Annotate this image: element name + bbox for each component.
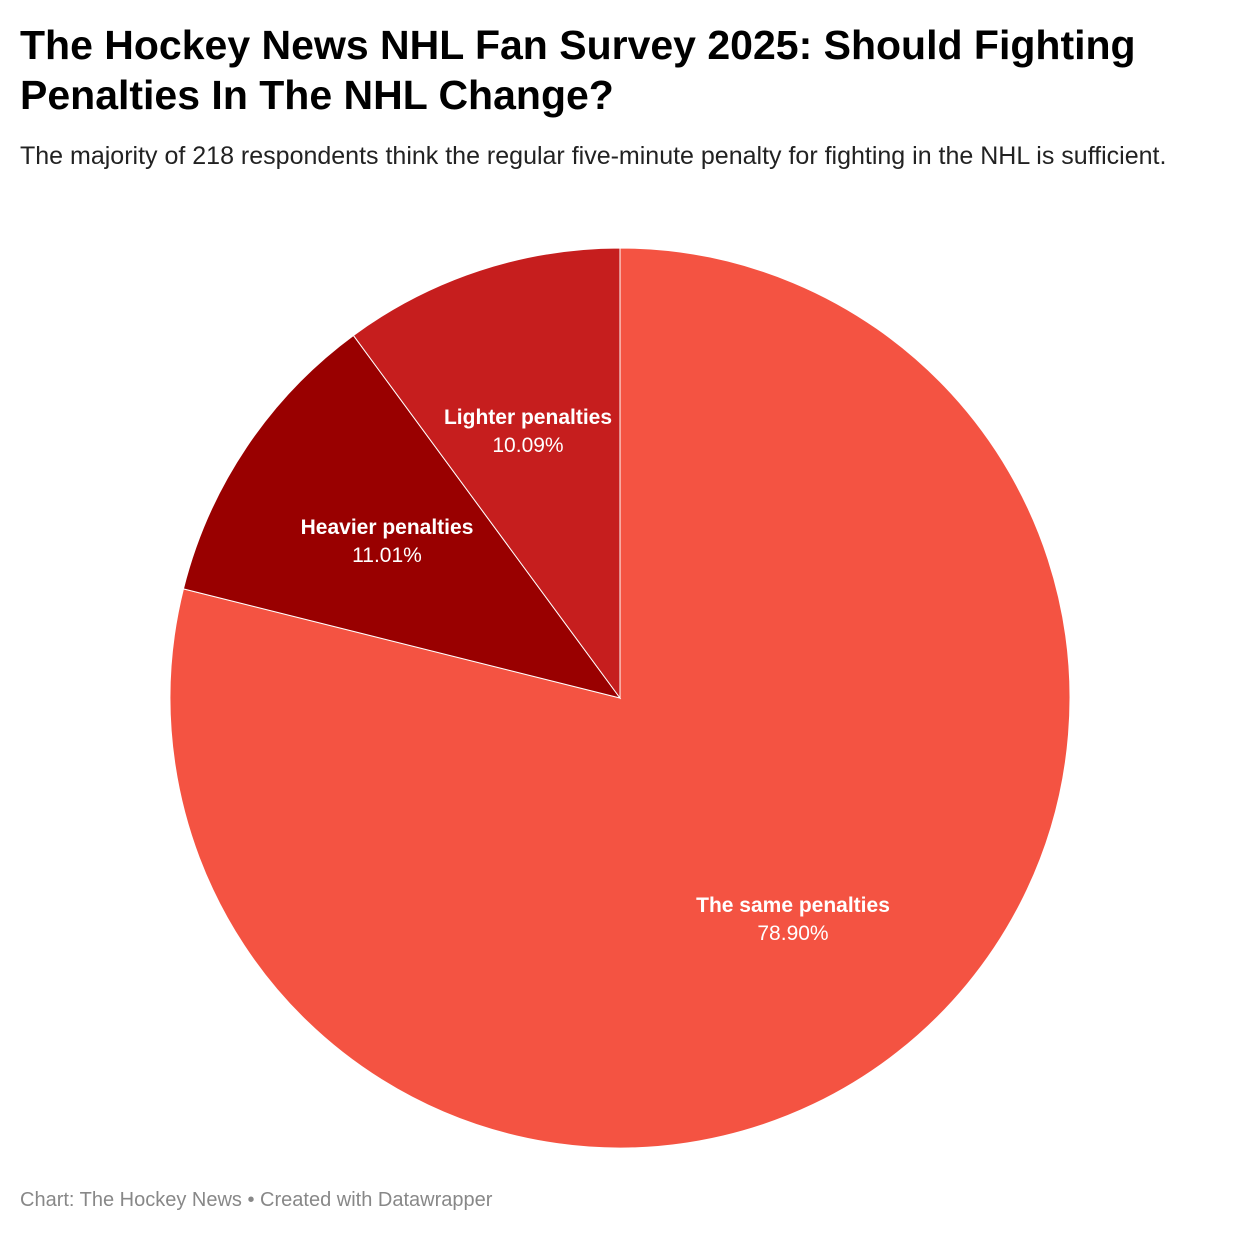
pie-slices <box>169 247 1071 1149</box>
slice-label: Lighter penalties <box>444 406 612 429</box>
pie-slice-lighter-penalties <box>352 247 621 700</box>
slice-value-label: 78.90% <box>757 922 828 945</box>
slice-label: The same penalties <box>696 894 890 917</box>
chart-title: The Hockey News NHL Fan Survey 2025: Sho… <box>20 22 1136 118</box>
slice-label: Heavier penalties <box>301 516 474 539</box>
pie-slice-heavier-penalties <box>182 334 622 699</box>
slice-value-label: 10.09% <box>492 434 563 457</box>
slice-value-label: 11.01% <box>352 544 422 567</box>
chart-subtitle: The majority of 218 respondents think th… <box>20 142 1167 170</box>
chart-credit: Chart: The Hockey News • Created with Da… <box>20 1189 493 1211</box>
pie-labels: The same penalties 78.90% Heavier penaltie… <box>301 406 890 945</box>
